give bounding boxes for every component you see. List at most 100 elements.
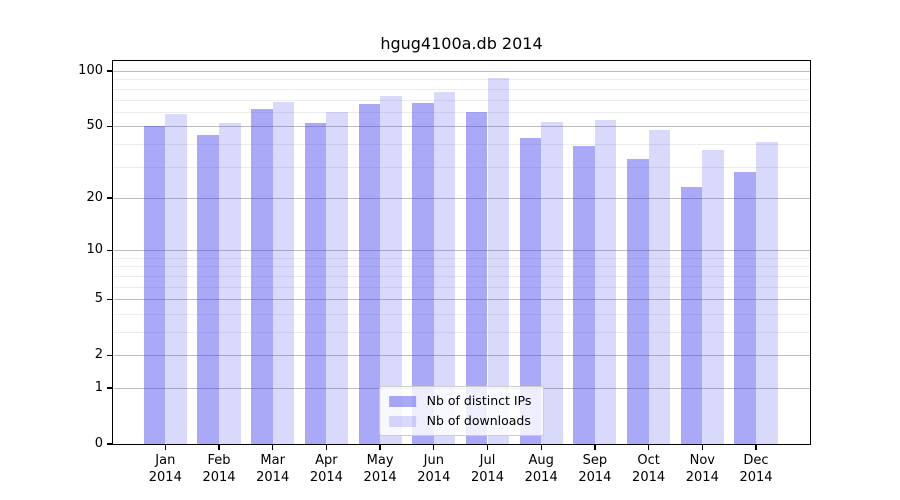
chart-title: hgug4100a.db 2014 bbox=[380, 34, 543, 53]
bar-aug-distinct-ips bbox=[519, 138, 542, 444]
bar-jan-downloads bbox=[165, 114, 187, 444]
legend-item-distinct-ips: Nb of distinct IPs bbox=[388, 393, 532, 409]
y-tick-label-2: 2 bbox=[94, 347, 103, 363]
minor-gridline-80 bbox=[113, 88, 810, 90]
x-tick-mark-apr bbox=[325, 444, 328, 450]
month-label: Mar bbox=[260, 453, 285, 468]
bar-nov-distinct-ips bbox=[680, 187, 703, 444]
month-label: Dec bbox=[743, 453, 769, 468]
x-tick-mark-feb bbox=[218, 444, 220, 450]
x-tick-mark-jun bbox=[433, 444, 435, 450]
legend-item-downloads: Nb of downloads bbox=[388, 413, 532, 429]
x-tick-mark-sep bbox=[594, 444, 596, 450]
month-label: Feb bbox=[207, 453, 231, 468]
x-tick-label-aug: Aug 2014 bbox=[509, 452, 573, 486]
month-label: Sep bbox=[582, 453, 608, 468]
year-label: 2014 bbox=[256, 470, 290, 485]
minor-gridline-40 bbox=[113, 143, 810, 145]
x-tick-mark-aug bbox=[540, 444, 542, 450]
y-tick-mark-10 bbox=[107, 249, 113, 251]
year-label: 2014 bbox=[632, 470, 666, 485]
major-gridline-100 bbox=[113, 71, 810, 72]
bar-sep-downloads bbox=[594, 120, 617, 444]
x-tick-label-nov: Nov 2014 bbox=[670, 452, 734, 486]
year-label: 2014 bbox=[363, 470, 397, 485]
year-label: 2014 bbox=[417, 470, 451, 485]
minor-gridline-7 bbox=[113, 275, 810, 277]
bar-feb-distinct-ips bbox=[197, 134, 219, 444]
x-tick-mark-dec bbox=[755, 444, 757, 450]
x-tick-label-oct: Oct 2014 bbox=[617, 452, 681, 486]
minor-gridline-30 bbox=[113, 166, 810, 168]
y-tick-label-1: 1 bbox=[94, 380, 103, 395]
bar-jun-downloads bbox=[433, 91, 456, 444]
bar-dec-downloads bbox=[756, 141, 778, 444]
year-label: 2014 bbox=[148, 470, 182, 485]
x-tick-label-dec: Dec 2014 bbox=[724, 452, 788, 486]
year-label: 2014 bbox=[202, 470, 236, 485]
bar-oct-distinct-ips bbox=[627, 159, 649, 444]
month-label: Jan bbox=[155, 453, 176, 468]
minor-gridline-3 bbox=[113, 332, 810, 333]
legend-swatch-downloads bbox=[388, 415, 416, 427]
x-tick-label-sep: Sep 2014 bbox=[563, 452, 627, 486]
x-tick-mark-jul bbox=[486, 444, 489, 450]
month-label: Nov bbox=[689, 453, 715, 468]
bar-feb-downloads bbox=[219, 123, 241, 444]
major-gridline-20 bbox=[113, 197, 810, 199]
minor-gridline-90 bbox=[113, 79, 810, 81]
y-tick-mark-5 bbox=[107, 298, 113, 300]
y-tick-label-5: 5 bbox=[94, 291, 103, 307]
month-label: May bbox=[366, 453, 394, 468]
bar-may-distinct-ips bbox=[358, 104, 381, 444]
year-label: 2014 bbox=[470, 470, 505, 485]
x-tick-label-feb: Feb 2014 bbox=[187, 452, 251, 486]
bar-dec-distinct-ips bbox=[734, 171, 756, 444]
bar-nov-downloads bbox=[702, 150, 724, 444]
bar-aug-downloads bbox=[541, 121, 563, 444]
month-label: Jun bbox=[423, 453, 444, 468]
month-label: Oct bbox=[637, 453, 660, 468]
bar-mar-distinct-ips bbox=[251, 109, 273, 444]
bar-jul-distinct-ips bbox=[465, 111, 488, 444]
month-label: Aug bbox=[528, 453, 554, 468]
major-gridline-2 bbox=[113, 355, 810, 357]
month-label: Apr bbox=[315, 453, 338, 468]
bar-jul-downloads bbox=[487, 77, 510, 444]
x-tick-mark-mar bbox=[272, 444, 274, 450]
bar-may-downloads bbox=[380, 96, 402, 444]
y-tick-label-100: 100 bbox=[78, 63, 103, 78]
y-tick-mark-20 bbox=[107, 197, 113, 199]
x-tick-label-jul: Jul 2014 bbox=[456, 452, 520, 486]
year-label: 2014 bbox=[739, 470, 773, 485]
x-tick-label-apr: Apr 2014 bbox=[294, 452, 358, 486]
x-tick-label-mar: Mar 2014 bbox=[241, 452, 305, 486]
y-tick-mark-2 bbox=[107, 354, 113, 356]
minor-gridline-9 bbox=[113, 257, 810, 259]
major-gridline-10 bbox=[113, 250, 810, 252]
year-label: 2014 bbox=[578, 470, 612, 485]
month-label: Jul bbox=[479, 453, 496, 468]
year-label: 2014 bbox=[685, 470, 719, 485]
minor-gridline-8 bbox=[113, 266, 810, 268]
major-gridline-5 bbox=[113, 299, 810, 301]
legend-label: Nb of distinct IPs bbox=[426, 393, 532, 408]
x-tick-label-jun: Jun 2014 bbox=[402, 452, 466, 486]
bar-jan-distinct-ips bbox=[143, 126, 166, 444]
bar-apr-distinct-ips bbox=[304, 123, 327, 444]
x-tick-label-jan: Jan 2014 bbox=[133, 452, 197, 486]
plot-area: 0 1 2 5 10 20 50 100 Jan 2014 Feb 2014 Mar 2014 Apr 201… bbox=[78, 61, 810, 485]
year-label: 2014 bbox=[524, 470, 558, 485]
y-tick-mark-1 bbox=[107, 387, 113, 389]
bar-apr-downloads bbox=[326, 111, 348, 444]
y-tick-mark-100 bbox=[107, 70, 113, 72]
y-tick-mark-50 bbox=[107, 125, 113, 127]
minor-gridline-6 bbox=[113, 286, 810, 288]
legend-swatch-distinct-ips bbox=[388, 395, 416, 407]
minor-gridline-70 bbox=[113, 99, 810, 101]
minor-gridline-4 bbox=[113, 313, 810, 315]
y-tick-label-50: 50 bbox=[86, 118, 103, 134]
x-tick-mark-may bbox=[379, 444, 381, 450]
x-tick-mark-oct bbox=[647, 444, 650, 450]
